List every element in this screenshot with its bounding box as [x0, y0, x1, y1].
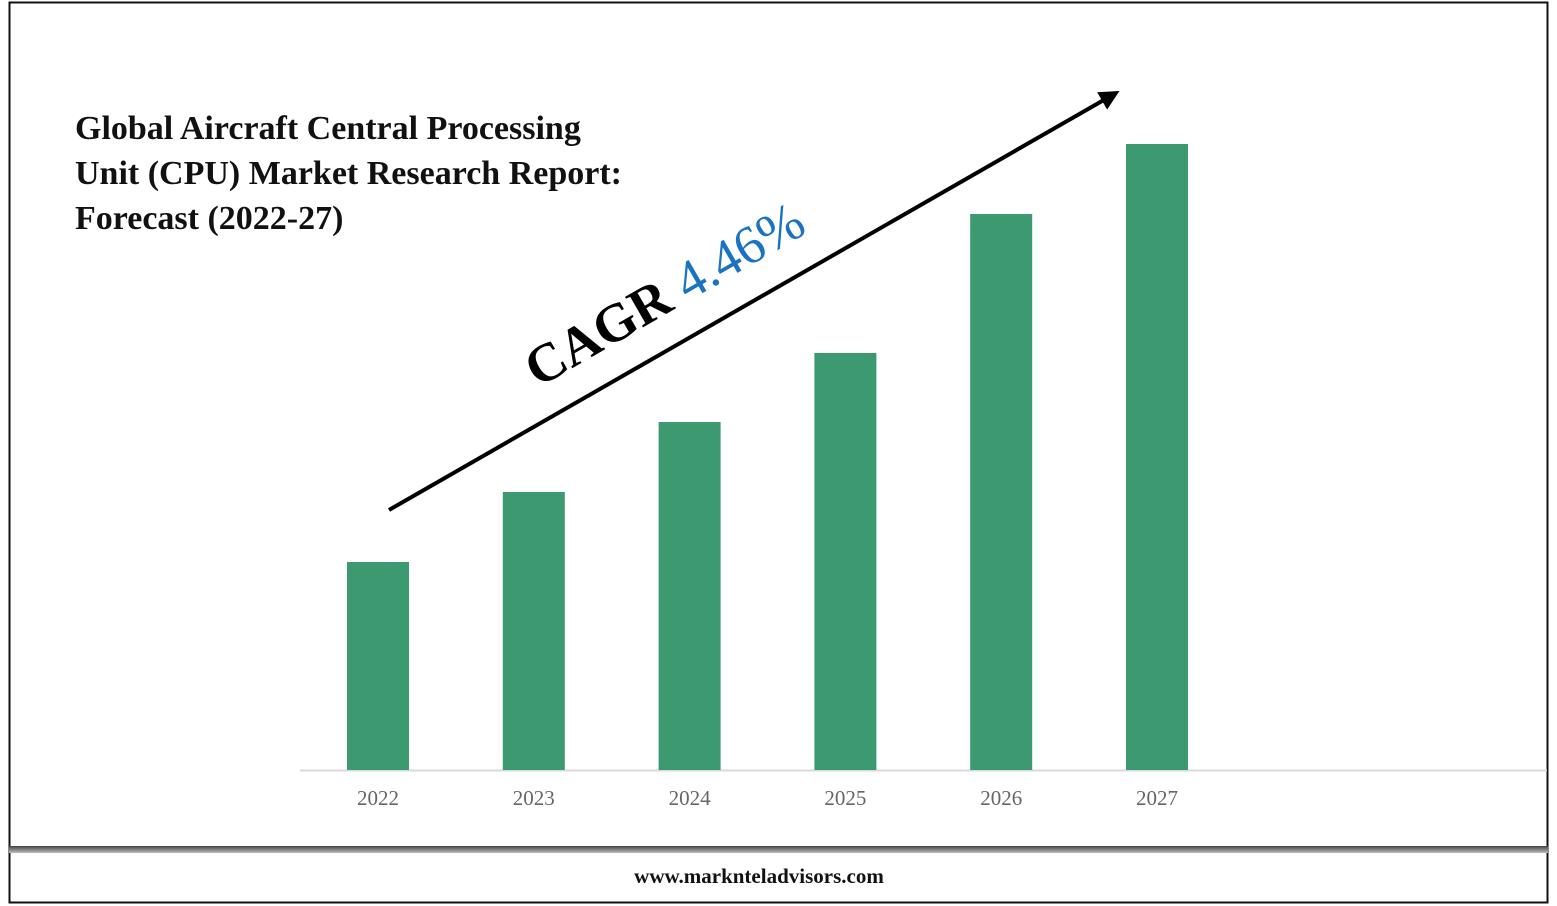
cagr-label: CAGR	[514, 266, 683, 398]
frame	[8, 1, 1549, 904]
footer-separator	[9, 846, 1548, 853]
bar	[1126, 144, 1188, 770]
cagr-value: 4.46%	[664, 190, 815, 312]
x-tick-label: 2023	[513, 786, 555, 810]
x-tick-label: 2024	[669, 786, 712, 810]
bar	[814, 353, 877, 770]
bar	[970, 214, 1033, 770]
trend-arrow	[388, 91, 1120, 512]
footer: www.marknteladvisors.com	[634, 864, 884, 888]
x-tick-label: 2026	[980, 786, 1022, 810]
x-tick-label: 2022	[357, 786, 399, 810]
chart-title: Global Aircraft Central Processing Unit …	[75, 110, 622, 237]
bar	[502, 492, 565, 770]
x-tick-label: 2025	[824, 786, 866, 810]
x-tick-label: 2027	[1136, 786, 1178, 810]
bar	[658, 422, 721, 770]
bar	[347, 562, 409, 770]
